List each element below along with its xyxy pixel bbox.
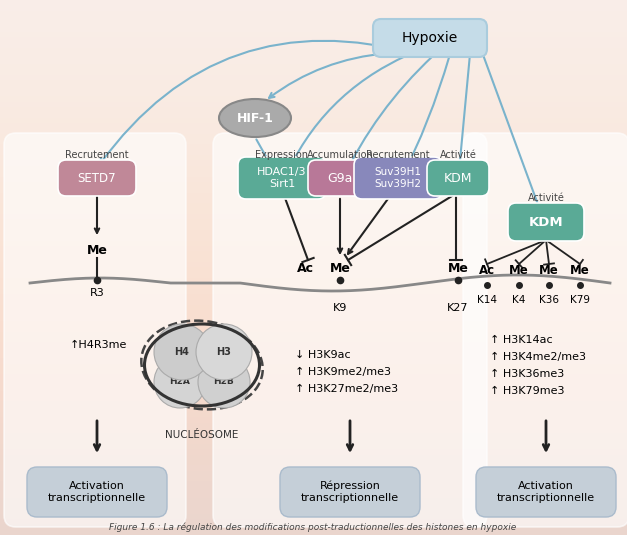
Text: Me: Me xyxy=(509,264,529,277)
Text: Activation
transcriptionnelle: Activation transcriptionnelle xyxy=(48,481,146,503)
FancyBboxPatch shape xyxy=(354,157,442,199)
FancyBboxPatch shape xyxy=(373,19,487,57)
Text: KDM: KDM xyxy=(444,172,472,185)
Ellipse shape xyxy=(219,99,291,137)
Text: Activation
transcriptionnelle: Activation transcriptionnelle xyxy=(497,481,595,503)
Text: K9: K9 xyxy=(333,303,347,313)
Text: H2B: H2B xyxy=(214,378,234,386)
Text: Me: Me xyxy=(570,264,590,277)
Text: Me: Me xyxy=(87,243,107,256)
Text: ↑ H3K27me2/me3: ↑ H3K27me2/me3 xyxy=(295,384,398,394)
Text: Ac: Ac xyxy=(297,262,314,274)
Text: Activité: Activité xyxy=(527,193,564,203)
Circle shape xyxy=(154,356,206,408)
FancyBboxPatch shape xyxy=(27,467,167,517)
Text: Accumulation: Accumulation xyxy=(307,150,373,160)
Text: Me: Me xyxy=(330,262,350,274)
Text: Recrutement: Recrutement xyxy=(65,150,129,160)
FancyBboxPatch shape xyxy=(58,160,136,196)
Text: ↑ H3K36me3: ↑ H3K36me3 xyxy=(490,369,564,379)
Text: Me: Me xyxy=(539,264,559,277)
Text: Répression
transcriptionnelle: Répression transcriptionnelle xyxy=(301,481,399,503)
Text: H4: H4 xyxy=(174,347,189,357)
Text: K4: K4 xyxy=(512,295,525,305)
Text: Me: Me xyxy=(448,262,468,274)
Text: HIF-1: HIF-1 xyxy=(236,111,273,125)
Text: Recrutement: Recrutement xyxy=(366,150,430,160)
Text: Suv39H1
Suv39H2: Suv39H1 Suv39H2 xyxy=(374,167,421,189)
Text: NUCLÉOSOME: NUCLÉOSOME xyxy=(166,430,239,440)
Text: ↑ H3K9me2/me3: ↑ H3K9me2/me3 xyxy=(295,367,391,377)
Text: H2A: H2A xyxy=(169,378,191,386)
FancyBboxPatch shape xyxy=(4,133,186,527)
Text: Hypoxie: Hypoxie xyxy=(402,31,458,45)
Text: R3: R3 xyxy=(90,288,104,298)
Circle shape xyxy=(198,356,250,408)
Text: Expression: Expression xyxy=(255,150,308,160)
Text: ↑ H3K79me3: ↑ H3K79me3 xyxy=(490,386,564,396)
Text: K14: K14 xyxy=(477,295,497,305)
Text: G9a: G9a xyxy=(327,172,352,185)
Circle shape xyxy=(154,324,210,380)
Text: KDM: KDM xyxy=(529,216,563,228)
FancyBboxPatch shape xyxy=(476,467,616,517)
Text: H3: H3 xyxy=(216,347,231,357)
Text: ↑ H3K4me2/me3: ↑ H3K4me2/me3 xyxy=(490,352,586,362)
Text: ↑ H3K14ac: ↑ H3K14ac xyxy=(490,335,552,345)
Text: Figure 1.6 : La régulation des modifications post-traductionnelles des histones : Figure 1.6 : La régulation des modificat… xyxy=(109,522,517,532)
Text: K27: K27 xyxy=(447,303,469,313)
Circle shape xyxy=(196,324,252,380)
FancyBboxPatch shape xyxy=(508,203,584,241)
FancyBboxPatch shape xyxy=(213,133,487,527)
Text: HDAC1/3
Sirt1: HDAC1/3 Sirt1 xyxy=(257,167,307,189)
FancyBboxPatch shape xyxy=(238,157,326,199)
Text: K79: K79 xyxy=(570,295,590,305)
FancyBboxPatch shape xyxy=(427,160,489,196)
Text: K36: K36 xyxy=(539,295,559,305)
FancyBboxPatch shape xyxy=(280,467,420,517)
Text: Activité: Activité xyxy=(440,150,477,160)
Text: Ac: Ac xyxy=(479,264,495,277)
Text: ↓ H3K9ac: ↓ H3K9ac xyxy=(295,350,350,360)
Text: ↑H4R3me: ↑H4R3me xyxy=(70,340,127,350)
FancyBboxPatch shape xyxy=(463,133,627,527)
FancyBboxPatch shape xyxy=(308,160,372,196)
Text: SETD7: SETD7 xyxy=(78,172,117,185)
